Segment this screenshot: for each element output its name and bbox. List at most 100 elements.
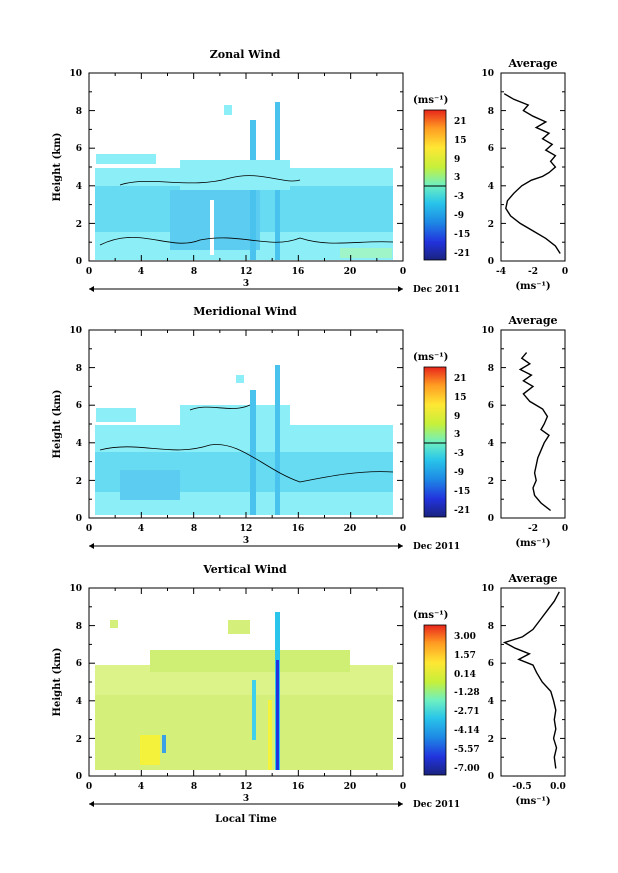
colorbar-unit: (ms⁻¹) [413,352,448,363]
field-column [275,365,280,515]
average-y-tick-label: 0 [488,514,494,524]
colorbar-tick-label: -3 [454,192,464,202]
colorbar-tick-label: 1.57 [454,651,476,661]
colorbar-tick-label: 21 [454,117,467,127]
average-title: Average [507,572,557,585]
y-tick-label: 0 [76,772,82,782]
field-patch [228,620,250,634]
x-tick-label: 8 [191,524,197,534]
average-y-tick-label: 8 [488,107,494,117]
field-updraft [140,735,160,765]
heatmap-field [95,612,393,770]
contour-line [99,236,394,246]
x-tick-label: 16 [292,524,305,534]
date-bar: 3 Dec 2011 Local Time [89,794,460,825]
colorbar-tick-label: 3 [454,173,460,183]
day-label: 3 [243,536,249,546]
axes [88,329,404,519]
x-tick-label: 0 [86,267,92,277]
average-x-tick-label: 0.0 [550,782,566,792]
date-bar-left-arrow [89,801,94,807]
y-axis-label: Height (km) [52,648,63,717]
field-downdraft-core [276,660,279,770]
average-axes [501,587,565,777]
y-tick-label: 6 [76,144,82,154]
field-column [250,390,256,515]
x-tick-label: 12 [240,524,253,534]
panel-vertical-wind: Vertical Wind 0 4 8 12 16 20 0 0 2 4 6 8… [52,563,566,825]
colorbar-tick-label: 9 [454,155,460,165]
y-tick-label: 2 [76,477,82,487]
y-tick-label: 4 [76,182,82,192]
colorbar-tick-label: 3 [454,430,460,440]
average-y-tick-label: 2 [488,735,494,745]
x-tick-label: 12 [240,267,253,277]
y-tick-label: 10 [69,326,82,336]
colorbar-tick-label: -15 [454,230,470,240]
average-y-tick-label: 8 [488,622,494,632]
y-axis-label: Height (km) [52,390,63,459]
field-patch [236,375,244,383]
panel-zonal-wind: Zonal Wind 0 4 8 12 16 20 0 0 2 4 6 8 10 [52,48,568,295]
date-label: Dec 2011 [413,285,460,295]
x-tick-label: 4 [138,782,144,792]
y-tick-label: 0 [76,514,82,524]
average-profile-line [503,93,561,254]
average-title: Average [507,57,557,70]
average-y-tick-label: 10 [481,69,494,79]
colorbar-tick-label: -9 [454,468,464,478]
average-axes [501,329,565,519]
y-tick-label: 8 [76,364,82,374]
colorbar-tick-label: 21 [454,374,467,384]
chart-title: Vertical Wind [202,563,287,576]
date-bar-left-arrow [89,286,94,292]
colorbar-unit: (ms⁻¹) [413,610,448,621]
average-x-tick-label: -2 [528,524,538,534]
colorbar-unit: (ms⁻¹) [413,95,448,106]
x-axis-label: Local Time [215,814,277,825]
chart-title: Meridional Wind [193,305,297,318]
field-core [170,190,260,250]
y-tick-label: 8 [76,107,82,117]
y-tick-label: 4 [76,439,82,449]
field-upper [180,160,290,190]
average-y-tick-label: 4 [488,439,494,449]
colorbar-scale [423,624,447,776]
x-tick-label: 20 [344,782,357,792]
field-core [120,470,180,500]
average-x-tick-label: -0.5 [512,782,531,792]
x-tick-label: 0 [86,524,92,534]
y-tick-label: 4 [76,697,82,707]
colorbar-scale [423,109,447,261]
colorbar-tick-label: 15 [454,136,467,146]
average-x-tick-label: 0 [562,524,568,534]
average-unit: (ms⁻¹) [515,281,550,292]
y-tick-label: 10 [69,584,82,594]
field-patch [224,105,232,115]
average-unit: (ms⁻¹) [515,796,550,807]
average-title: Average [507,314,557,327]
field-downdraft [162,735,166,753]
average-y-tick-label: 2 [488,220,494,230]
x-tick-label: 16 [292,267,305,277]
y-tick-label: 6 [76,659,82,669]
field-band-low [340,248,392,258]
colorbar-tick-label: -4.14 [454,726,480,736]
heatmap-field [95,365,394,515]
date-bar-right-arrow [398,801,403,807]
x-tick-label: 16 [292,782,305,792]
date-bar: 3 Dec 2011 [89,536,460,552]
x-tick-label: 8 [191,782,197,792]
average-y-tick-label: 6 [488,401,494,411]
average-profile-line [502,591,560,769]
colorbar-tick-label: -21 [454,506,470,516]
colorbar-tick-label: 0.14 [454,670,476,680]
colorbar-tick-label: -21 [454,249,470,259]
x-tick-label: 0 [400,782,406,792]
date-label: Dec 2011 [413,800,460,810]
x-tick-label: 4 [138,524,144,534]
date-bar-right-arrow [398,286,403,292]
date-bar-right-arrow [398,543,403,549]
axes [88,72,404,262]
colorbar-tick-label: -9 [454,211,464,221]
